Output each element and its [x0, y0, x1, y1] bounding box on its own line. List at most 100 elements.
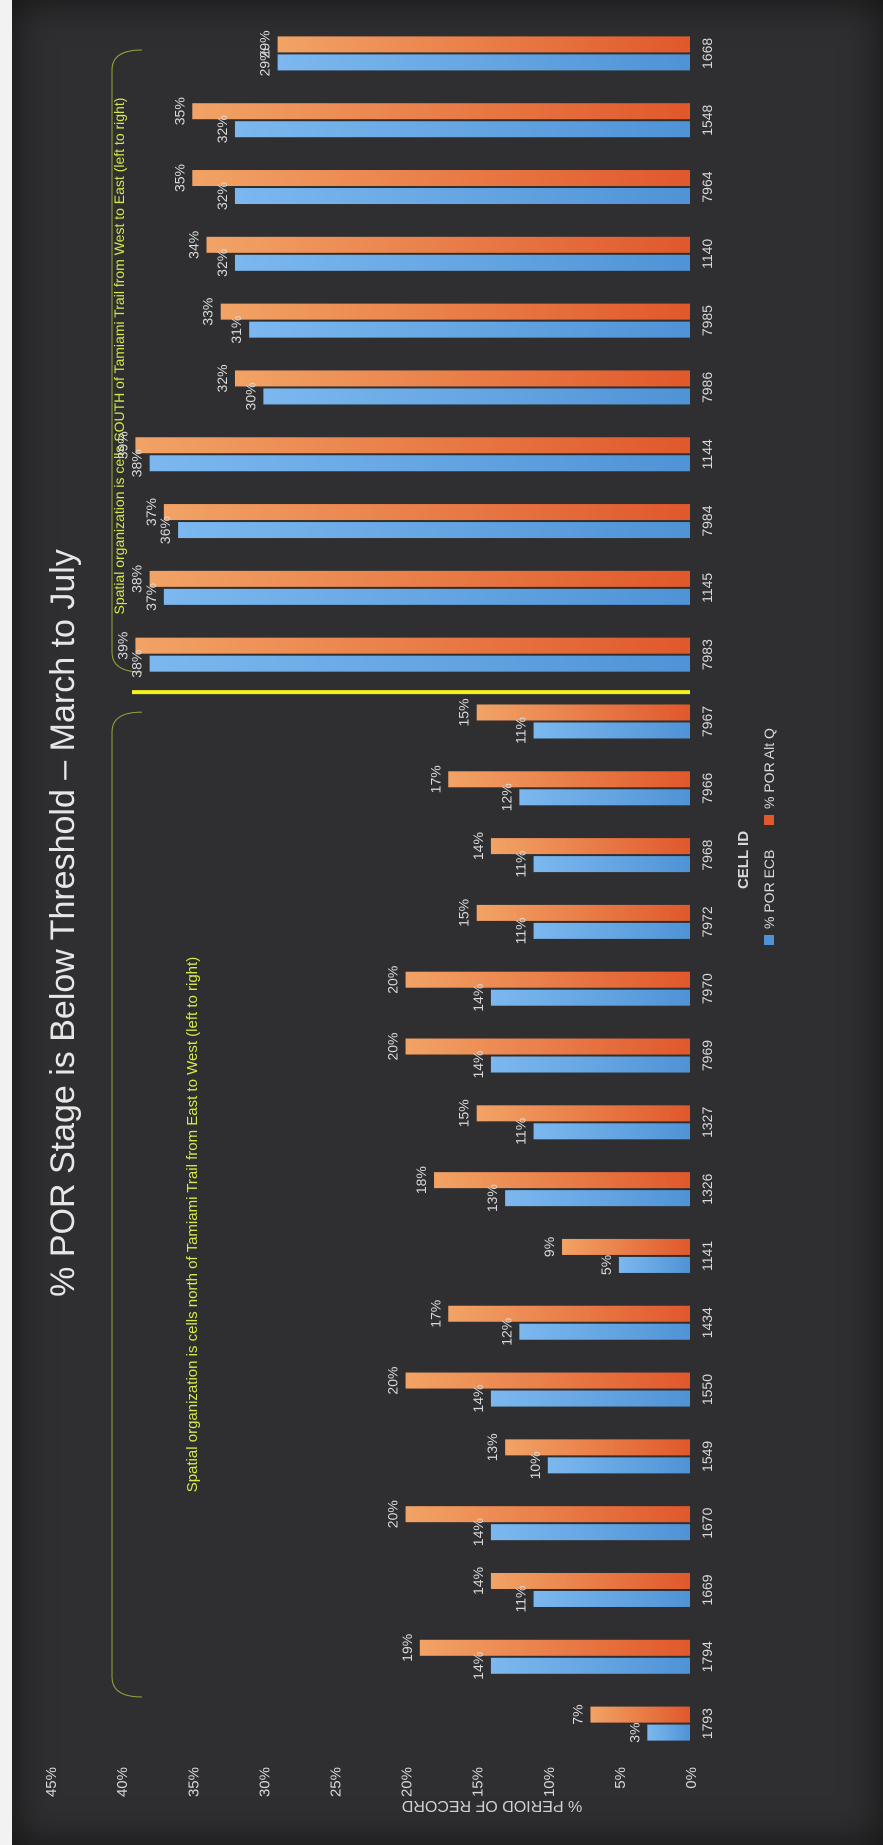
x-tick-label: 7968: [699, 839, 715, 870]
y-tick-label: 35%: [185, 1767, 202, 1797]
x-tick-label: 7983: [699, 639, 715, 670]
bar-ecb: [263, 388, 690, 405]
x-tick-label: 7966: [699, 773, 715, 804]
bar-ecb: [618, 1256, 691, 1273]
data-label-alt-q: 7%: [569, 1704, 585, 1724]
data-label-ecb: 31%: [228, 316, 244, 344]
y-tick-label: 45%: [43, 1767, 60, 1797]
bar-alt-q: [163, 504, 691, 521]
bar-ecb: [490, 1524, 691, 1541]
data-label-alt-q: 17%: [427, 1300, 443, 1328]
data-label-ecb: 38%: [129, 449, 145, 477]
data-label-alt-q: 39%: [114, 632, 130, 660]
data-label-alt-q: 38%: [129, 565, 145, 593]
x-tick-label: 1327: [699, 1107, 715, 1138]
data-label-ecb: 37%: [143, 583, 159, 611]
x-tick-label: 1141: [699, 1241, 715, 1271]
y-axis-ticks: 0% 5% 10% 15% 20% 25% 30% 35% 40% 45%: [43, 1767, 700, 1797]
data-label-ecb: 10%: [527, 1451, 543, 1479]
x-tick-label: 7986: [699, 372, 715, 403]
x-tick-label: 1145: [699, 573, 715, 603]
bar-ecb: [547, 1457, 690, 1474]
x-tick-label: 7970: [699, 973, 715, 1004]
bar-alt-q: [490, 838, 691, 855]
value-labels-group: 3% 7% 14% 19% 11% 14% 14% 20% 10% 13% 14% 20% 12% 17%…: [114, 30, 642, 1742]
data-label-alt-q: 19%: [399, 1634, 415, 1662]
legend-label-ecb: % POR ECB: [761, 850, 777, 929]
x-tick-label: 1326: [699, 1173, 715, 1204]
x-tick-label: 1793: [699, 1708, 715, 1739]
bar-alt-q: [206, 236, 691, 253]
bar-alt-q: [192, 103, 691, 120]
bar-alt-q: [476, 704, 691, 721]
annotation-north: Spatial organization is cells north of T…: [184, 957, 201, 1493]
bar-alt-q: [192, 170, 691, 187]
bar-alt-q: [149, 570, 690, 587]
data-label-ecb: 11%: [513, 917, 529, 944]
data-label-ecb: 14%: [470, 984, 486, 1012]
x-axis-label: CELL ID: [735, 831, 752, 889]
data-label-alt-q: 17%: [427, 765, 443, 793]
bar-alt-q: [448, 771, 691, 788]
data-label-alt-q: 15%: [456, 698, 472, 726]
bar-alt-q: [476, 904, 691, 921]
data-label-alt-q: 9%: [541, 1237, 557, 1257]
bar-ecb: [533, 922, 691, 939]
data-label-ecb: 12%: [498, 1318, 514, 1346]
annotation-south: Spatial organization is cells SOUTH of T…: [111, 98, 127, 615]
annotations: Spatial organization is cells north of T…: [111, 49, 690, 1698]
data-label-ecb: 12%: [498, 783, 514, 811]
data-label-ecb: 11%: [513, 1585, 529, 1612]
x-tick-label: 1548: [699, 104, 715, 135]
chart-background: % POR Stage is Below Threshold – March t…: [12, 0, 883, 1845]
y-tick-label: 20%: [399, 1767, 416, 1797]
data-label-ecb: 11%: [513, 851, 529, 878]
bar-alt-q: [505, 1439, 691, 1456]
bar-ecb: [490, 1657, 691, 1674]
data-label-alt-q: 34%: [186, 231, 202, 259]
data-label-alt-q: 15%: [456, 1099, 472, 1127]
data-label-alt-q: 13%: [484, 1433, 500, 1461]
y-axis-label: % PERIOD OF RECORD: [402, 1797, 582, 1814]
data-label-ecb: 14%: [470, 1051, 486, 1079]
data-label-ecb: 13%: [484, 1184, 500, 1212]
x-tick-label: 1550: [699, 1374, 715, 1405]
data-label-ecb: 14%: [470, 1518, 486, 1546]
x-tick-label: 1670: [699, 1507, 715, 1538]
bar-alt-q: [490, 1572, 691, 1589]
x-tick-label: 7969: [699, 1040, 715, 1071]
data-label-ecb: 38%: [129, 650, 145, 678]
bar-ecb: [533, 722, 691, 739]
bar-ecb: [149, 455, 690, 472]
bar-ecb: [533, 856, 691, 873]
x-tick-label: 1549: [699, 1441, 715, 1472]
bar-alt-q: [476, 1105, 691, 1122]
annotation-bracket: [111, 49, 143, 673]
data-label-ecb: 32%: [214, 249, 230, 277]
bar-ecb: [505, 1190, 691, 1207]
bar-ecb: [234, 188, 691, 205]
data-label-alt-q: 14%: [470, 1567, 486, 1595]
bar-ecb: [234, 121, 691, 138]
y-tick-label: 0%: [683, 1767, 700, 1789]
y-tick-label: 40%: [114, 1767, 131, 1797]
x-tick-label: 7984: [699, 505, 715, 536]
data-label-ecb: 5%: [598, 1255, 614, 1275]
bar-alt-q: [405, 1372, 690, 1389]
bar-ecb: [277, 54, 690, 71]
bar-alt-q: [234, 370, 691, 387]
data-label-alt-q: 20%: [385, 1033, 401, 1061]
bars-group: [135, 36, 691, 1741]
data-label-alt-q: 35%: [171, 164, 187, 192]
data-label-ecb: 29%: [257, 48, 273, 76]
bar-ecb: [533, 1123, 691, 1140]
data-label-ecb: 14%: [470, 1385, 486, 1413]
x-tick-label: 1668: [699, 38, 715, 69]
data-label-alt-q: 18%: [413, 1166, 429, 1194]
y-tick-label: 30%: [256, 1767, 273, 1797]
legend-swatch-alt-q: [764, 815, 774, 825]
x-tick-label: 7967: [699, 706, 715, 737]
bar-alt-q: [448, 1305, 691, 1322]
bar-ecb: [519, 789, 690, 806]
x-tick-label: 7972: [699, 906, 715, 937]
